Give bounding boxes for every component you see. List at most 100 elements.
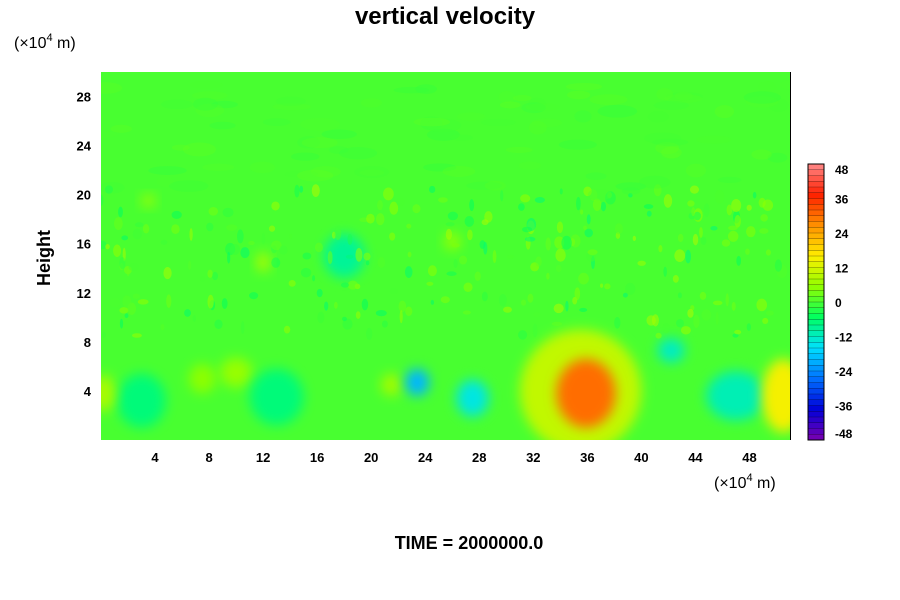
texture-speck [583, 225, 587, 230]
texture-speck [189, 228, 193, 241]
texture-speck [570, 234, 581, 248]
texture-speck [693, 314, 700, 328]
texture-speck [710, 226, 718, 231]
colorbar-bin [807, 221, 825, 228]
heatmap-texture [101, 80, 790, 340]
texture-speck [553, 303, 564, 314]
texture-speck [389, 232, 396, 241]
texture-speck [687, 200, 695, 207]
texture-speck [420, 116, 443, 131]
texture-speck [268, 225, 276, 232]
velocity-feature [101, 374, 115, 412]
texture-speck [658, 244, 663, 253]
texture-speck [271, 201, 280, 211]
texture-speck [355, 311, 361, 319]
texture-speck [366, 213, 375, 224]
texture-speck [604, 283, 611, 290]
texture-speck [192, 97, 218, 111]
texture-speck [691, 207, 696, 217]
y-tick-label: 28 [77, 90, 91, 105]
texture-speck [171, 210, 182, 219]
texture-speck [113, 217, 123, 231]
texture-speck [361, 298, 369, 311]
texture-speck [587, 188, 612, 201]
texture-speck [300, 117, 340, 131]
texture-speck [545, 237, 551, 251]
texture-speck [211, 100, 238, 109]
texture-speck [227, 251, 231, 264]
x-tick-label: 12 [256, 450, 270, 465]
colorbar-bin [807, 382, 825, 389]
texture-speck [463, 282, 473, 292]
colorbar-bin [807, 313, 825, 320]
texture-speck [484, 211, 493, 223]
texture-speck [122, 295, 132, 308]
texture-speck [580, 209, 584, 215]
y-tick-label: 20 [77, 188, 91, 203]
texture-speck [672, 274, 679, 283]
texture-speck [484, 180, 506, 191]
colorbar-tick-label: 24 [835, 227, 849, 241]
texture-speck [288, 280, 296, 287]
texture-speck [445, 222, 455, 227]
texture-speck [423, 163, 457, 172]
texture-speck [503, 306, 512, 313]
texture-speck [506, 254, 515, 259]
x-tick-label: 28 [472, 450, 486, 465]
texture-speck [518, 330, 528, 340]
texture-speck [297, 136, 321, 149]
texture-speck [376, 213, 385, 226]
texture-speck [752, 191, 757, 199]
velocity-feature [380, 373, 403, 396]
texture-speck [466, 181, 503, 190]
texture-speck [249, 292, 259, 300]
colorbar-bin [807, 186, 825, 194]
texture-speck [208, 206, 219, 216]
texture-speck [576, 196, 581, 211]
texture-speck [661, 146, 682, 159]
texture-speck [597, 104, 638, 118]
texture-speck [528, 97, 547, 111]
texture-speck [689, 185, 700, 194]
texture-speck [101, 181, 125, 194]
texture-speck [214, 319, 223, 330]
texture-speck [715, 311, 719, 325]
texture-speck [184, 309, 191, 317]
texture-speck [389, 287, 399, 295]
x-tick-label: 20 [364, 450, 378, 465]
texture-speck [674, 91, 693, 101]
colorbar-bin [807, 405, 825, 412]
colorbar-bin [807, 359, 825, 366]
velocity-feature [761, 359, 790, 433]
texture-speck [105, 244, 110, 250]
texture-speck [731, 198, 742, 213]
texture-speck [405, 306, 413, 317]
colorbar-bin [807, 232, 825, 240]
texture-speck [360, 98, 382, 108]
colorbar-bin [807, 301, 825, 309]
texture-speck [467, 229, 473, 241]
texture-speck [643, 132, 682, 144]
texture-speck [189, 80, 223, 89]
velocity-feature [706, 371, 766, 421]
texture-speck [622, 292, 628, 298]
texture-speck [647, 110, 670, 123]
texture-speck [327, 250, 333, 265]
colorbar-bin [807, 267, 825, 274]
texture-speck [222, 207, 234, 218]
texture-speck [674, 249, 686, 262]
colorbar-bin [807, 416, 825, 424]
texture-speck [680, 326, 691, 335]
texture-speck [375, 310, 387, 317]
texture-speck [430, 299, 435, 305]
y-axis-label: Height [34, 230, 54, 286]
texture-speck [347, 280, 359, 290]
texture-speck [182, 142, 217, 157]
texture-speck [283, 325, 291, 334]
colorbar-bin [807, 227, 825, 234]
texture-speck [481, 118, 516, 127]
texture-speck [207, 294, 214, 309]
texture-speck [731, 301, 736, 311]
velocity-feature [256, 252, 270, 272]
texture-speck [469, 199, 475, 212]
